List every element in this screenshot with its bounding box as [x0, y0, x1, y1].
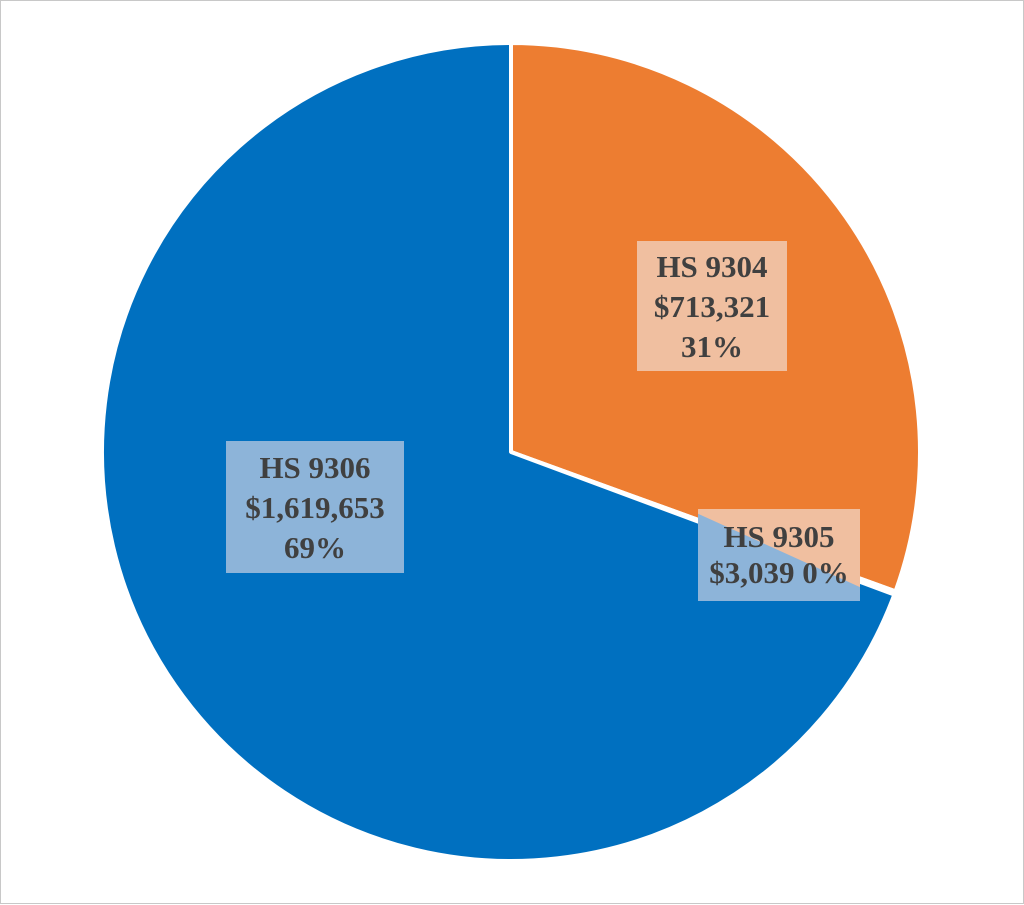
data-label-value: $1,619,653 [245, 490, 385, 525]
data-label-hs-9306: HS 9306 $1,619,653 69% [226, 441, 404, 573]
data-label-box [226, 441, 404, 573]
data-label-box [637, 241, 787, 371]
data-label-percent: 31% [681, 329, 743, 364]
data-label-category: HS 9306 [259, 450, 370, 485]
data-label-hs-9304: HS 9304 $713,321 31% [637, 241, 787, 371]
data-label-value-percent: $3,039 0% [709, 555, 849, 590]
data-label-category: HS 9304 [656, 249, 767, 284]
data-label-box-lower [698, 513, 860, 601]
pie-slice-hs-9306 [100, 41, 897, 863]
data-label-percent: 69% [284, 530, 346, 565]
data-label-category: HS 9305 [723, 519, 834, 554]
slices-layer [100, 41, 922, 863]
data-label-hs-9305: HS 9305$3,039 0% [698, 509, 860, 601]
data-label-value: $713,321 [654, 289, 770, 324]
